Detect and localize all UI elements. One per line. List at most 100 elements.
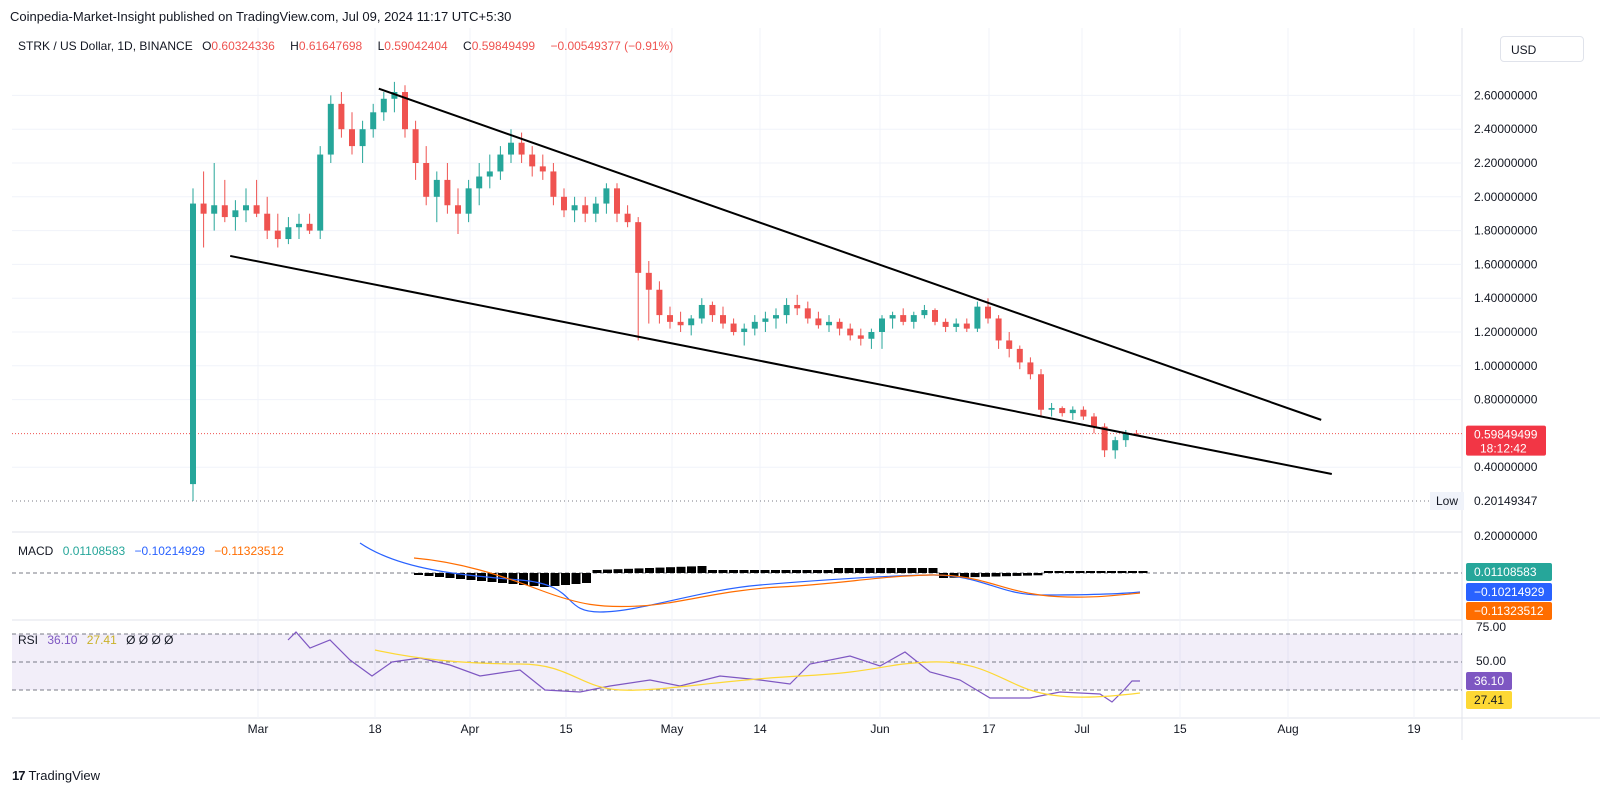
price-tick-label: 2.20000000 bbox=[1474, 156, 1538, 170]
candle-body bbox=[497, 154, 504, 172]
price-tick-label: 2.60000000 bbox=[1474, 88, 1538, 102]
macd-histogram-bar bbox=[1012, 573, 1022, 576]
macd-histogram-bar bbox=[802, 570, 812, 573]
candle-body bbox=[804, 308, 811, 319]
candles bbox=[190, 81, 1140, 501]
candle-body bbox=[773, 315, 779, 319]
macd-histogram-bar bbox=[739, 570, 749, 573]
candle-body bbox=[836, 321, 843, 329]
candle-body bbox=[274, 230, 281, 240]
macd-histogram-bar bbox=[813, 570, 822, 573]
candle-body bbox=[1006, 340, 1013, 349]
candle-body bbox=[1016, 348, 1023, 363]
macd-value: −0.10214929 bbox=[134, 544, 205, 558]
candle-body bbox=[370, 112, 377, 130]
footer: 17 TradingView bbox=[12, 768, 100, 783]
macd-histogram-bar bbox=[718, 570, 728, 573]
rsi-title[interactable]: RSI bbox=[18, 633, 39, 647]
change-value: −0.00549377 (−0.91%) bbox=[550, 39, 674, 53]
last-price-value: 0.59849499 bbox=[1474, 428, 1538, 442]
lower-trendline bbox=[230, 254, 1332, 475]
candle-body bbox=[550, 171, 557, 197]
macd-histogram-bar bbox=[687, 566, 696, 573]
macd-histogram-bar bbox=[729, 570, 738, 573]
candle-body bbox=[253, 205, 260, 214]
macd-histogram-bar bbox=[1023, 573, 1032, 576]
macd-histogram-bar bbox=[834, 568, 843, 573]
macd-histogram-bar bbox=[823, 570, 833, 573]
tradingview-logo-icon[interactable]: 17 bbox=[12, 768, 26, 783]
macd-histogram-bar bbox=[1075, 571, 1085, 573]
candle-body bbox=[1133, 433, 1140, 435]
time-tick-label: Aug bbox=[1277, 722, 1298, 736]
time-tick-label: Jul bbox=[1074, 722, 1089, 736]
price-tick-label: 1.80000000 bbox=[1474, 224, 1538, 238]
macd-histogram-bar bbox=[571, 573, 581, 584]
candle-body bbox=[221, 205, 228, 218]
candle-body bbox=[688, 318, 695, 326]
rsi-badge-value: 27.41 bbox=[1474, 693, 1504, 707]
macd-histogram-bar bbox=[876, 568, 885, 573]
candle-body bbox=[953, 323, 960, 327]
low-value: 0.59042404 bbox=[384, 39, 448, 53]
macd-histogram-bar bbox=[1107, 571, 1116, 573]
candle-body bbox=[910, 315, 917, 322]
macd-badge bbox=[1466, 602, 1552, 620]
candle-body bbox=[1027, 362, 1034, 375]
macd-histogram-bar bbox=[928, 568, 938, 573]
candle-body bbox=[465, 188, 472, 214]
macd-histogram-bar bbox=[508, 573, 518, 584]
time-tick-label: 17 bbox=[982, 722, 996, 736]
macd-histogram-bar bbox=[771, 570, 780, 573]
candle-body bbox=[751, 321, 758, 329]
axes: 2.60000000 2.40000000 2.20000000 2.00000000… bbox=[248, 88, 1546, 736]
macd-histogram-bar bbox=[907, 568, 917, 573]
macd-histogram-bar bbox=[634, 568, 644, 573]
candle-body bbox=[423, 163, 430, 197]
macd-title[interactable]: MACD bbox=[18, 544, 54, 558]
candle-body bbox=[1059, 408, 1066, 414]
price-tick-label: 0.80000000 bbox=[1474, 393, 1538, 407]
macd-histogram-bar bbox=[981, 573, 990, 577]
low-label: L bbox=[377, 39, 385, 53]
candle-body bbox=[380, 98, 387, 113]
high-value: 0.61647698 bbox=[298, 39, 363, 53]
candle-body bbox=[285, 227, 292, 240]
candle-body bbox=[529, 154, 536, 167]
macd-histogram-bar bbox=[676, 566, 686, 573]
candle-body bbox=[762, 318, 769, 322]
candle-body bbox=[942, 321, 949, 327]
ohlc-legend: STRK / US Dollar, 1D, BINANCE O0.6032433… bbox=[18, 39, 679, 53]
macd-histogram-bar bbox=[435, 573, 444, 577]
macd-badge-value: 0.01108583 bbox=[1474, 565, 1537, 579]
macd-histogram-bar bbox=[1086, 571, 1095, 573]
price-tick-label: 1.00000000 bbox=[1474, 359, 1538, 373]
price-tick-label: 0.20000000 bbox=[1474, 529, 1538, 543]
macd-histogram-bar bbox=[1138, 571, 1148, 573]
macd-badge bbox=[1466, 583, 1552, 601]
rsi-pane: 75.00 50.00 36.10 27.41 bbox=[12, 620, 1512, 709]
candle-body bbox=[327, 103, 334, 155]
macd-badge bbox=[1466, 563, 1552, 581]
macd-histogram-bar bbox=[592, 570, 602, 573]
time-tick-label: 14 bbox=[753, 722, 767, 736]
rsi-line bbox=[287, 631, 1140, 703]
candle-body bbox=[677, 321, 684, 326]
candle-body bbox=[900, 315, 907, 322]
time-tick-label: 15 bbox=[1173, 722, 1187, 736]
macd-histogram-bar bbox=[456, 573, 465, 579]
symbol-label[interactable]: STRK / US Dollar, 1D, BINANCE bbox=[18, 39, 193, 53]
candle-body bbox=[561, 196, 567, 211]
time-tick-label: Apr bbox=[461, 722, 480, 736]
grid bbox=[12, 28, 1600, 740]
time-tick-label: 19 bbox=[1407, 722, 1421, 736]
macd-histogram-bar bbox=[792, 570, 801, 573]
currency-button[interactable]: USD bbox=[1500, 36, 1584, 62]
candle-body bbox=[349, 129, 355, 147]
candle-body bbox=[338, 103, 345, 130]
macd-histogram-bar bbox=[445, 573, 455, 578]
macd-badge-value: −0.11323512 bbox=[1474, 604, 1544, 618]
tradingview-brand[interactable]: TradingView bbox=[28, 768, 101, 783]
candle-body bbox=[879, 318, 885, 332]
